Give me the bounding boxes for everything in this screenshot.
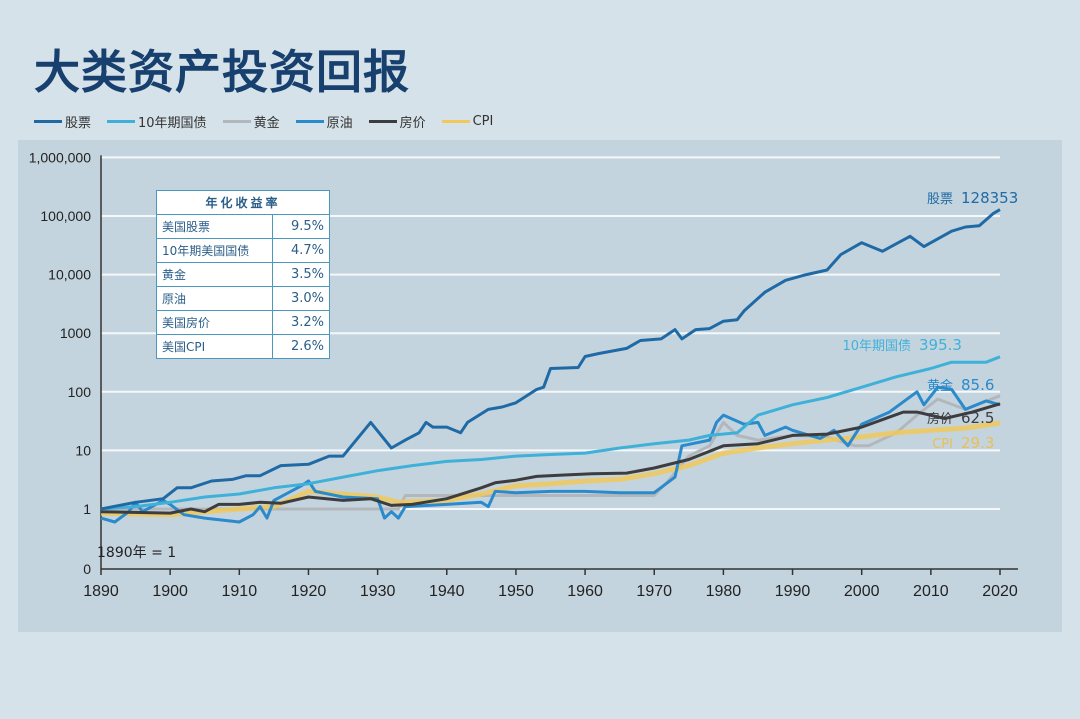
series-name-label: 黄金	[927, 378, 953, 394]
y-tick-label: 10,000	[48, 267, 91, 283]
x-tick-label: 2000	[844, 583, 880, 600]
x-tick-label: 1970	[636, 583, 672, 600]
series-name-label: 10年期国债	[842, 339, 911, 354]
y-tick-label: 10	[75, 442, 91, 458]
series-name-label: 股票	[927, 192, 953, 207]
series-line-2	[101, 394, 1001, 511]
row-label: 10年期美国国债	[156, 238, 273, 263]
series-name-label: CPI	[932, 437, 953, 452]
y-tick-label: 0	[83, 561, 91, 577]
legend-label: 原油	[326, 116, 353, 131]
legend-label: 黄金	[253, 116, 280, 131]
table-row: 10年期美国国债 4.7%	[156, 238, 330, 263]
row-label: 黄金	[156, 262, 273, 287]
row-value: 3.5%	[272, 262, 330, 287]
x-tick-label: 1940	[429, 583, 465, 600]
legend-item: 10年期国债	[107, 112, 207, 131]
series-name-label: 房价	[927, 411, 953, 427]
table-row: 美国股票 9.5%	[156, 214, 330, 239]
x-tick-label: 1910	[222, 583, 258, 600]
table-row: 美国CPI 2.6%	[156, 334, 330, 359]
y-tick-label: 1	[83, 501, 91, 517]
x-tick-label: 1950	[498, 583, 534, 600]
legend-label: 10年期国债	[138, 116, 207, 131]
legend-item: 原油	[295, 112, 353, 131]
row-value: 3.0%	[272, 286, 330, 311]
series-end-value: 85.6	[961, 376, 994, 394]
base-year-note: 1890年 = 1	[97, 545, 176, 561]
legend-swatch	[222, 120, 251, 123]
series-line-5	[100, 420, 1001, 518]
y-tick-label: 1,000,000	[29, 149, 91, 165]
legend-item: 黄金	[222, 112, 280, 131]
legend-label: 房价	[399, 116, 426, 131]
y-tick-label: 100,000	[40, 208, 91, 224]
x-tick-label: 1890	[83, 583, 119, 600]
x-tick-label: 1980	[706, 583, 742, 600]
legend-item: CPI	[441, 114, 494, 129]
page-title: 大类资产投资回报	[34, 45, 410, 99]
annual-return-table: 年化收益率 美国股票 9.5% 10年期美国国债 4.7% 黄金 3.5% 原油 3.0% 美国…	[156, 190, 330, 359]
row-value: 9.5%	[272, 214, 330, 239]
series-line-3	[100, 385, 1001, 524]
row-value: 3.2%	[272, 310, 330, 335]
legend-label: CPI	[472, 114, 494, 129]
legend: 股票 10年期国债 黄金 原油 房价 CPI	[34, 112, 493, 131]
row-label: 美国CPI	[156, 334, 273, 359]
series-line-4	[100, 402, 1001, 515]
legend-label: 股票	[65, 116, 92, 131]
row-label: 原油	[156, 286, 273, 311]
series-end-value: 128353	[961, 189, 1018, 207]
legend-item: 房价	[368, 112, 426, 131]
x-tick-label: 1960	[567, 583, 603, 600]
series-line-1	[100, 355, 1001, 511]
x-tick-label: 1900	[152, 583, 188, 600]
legend-swatch	[34, 120, 62, 123]
series-end-value: 395.3	[919, 336, 962, 354]
series-end-value: 29.3	[961, 434, 994, 452]
row-label: 美国股票	[156, 214, 273, 239]
legend-item: 股票	[34, 112, 91, 131]
row-label: 美国房价	[156, 310, 273, 335]
x-tick-label: 2020	[982, 583, 1018, 600]
x-tick-label: 1920	[291, 583, 327, 600]
x-tick-label: 1990	[775, 583, 811, 600]
x-tick-label: 1930	[360, 583, 396, 600]
legend-swatch	[295, 120, 324, 123]
table-header: 年化收益率	[156, 190, 330, 215]
legend-swatch	[368, 120, 397, 123]
legend-swatch	[441, 120, 470, 123]
row-value: 4.7%	[272, 238, 330, 263]
y-tick-label: 1000	[60, 325, 91, 341]
series-line-0	[100, 208, 1001, 511]
x-tick-label: 2010	[913, 583, 949, 600]
table-row: 原油 3.0%	[156, 286, 330, 311]
table-row: 美国房价 3.2%	[156, 310, 330, 335]
series-end-value: 62.5	[961, 409, 994, 427]
legend-swatch	[107, 120, 136, 123]
table-row: 黄金 3.5%	[156, 262, 330, 287]
row-value: 2.6%	[272, 334, 330, 359]
y-tick-label: 100	[68, 384, 92, 400]
